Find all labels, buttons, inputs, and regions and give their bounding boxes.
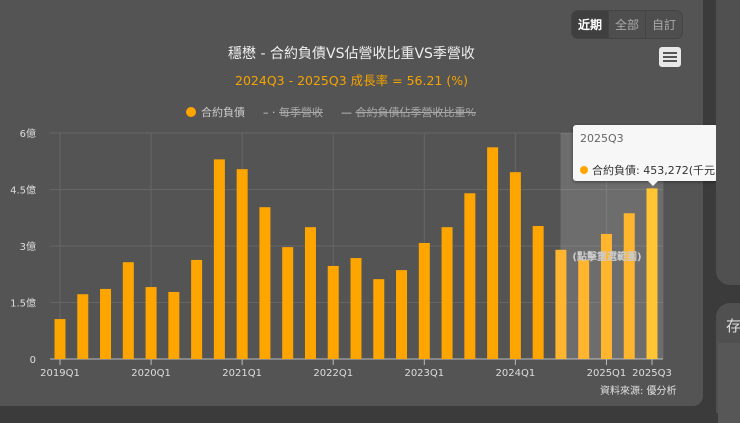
x-tick-label: 2025Q1: [587, 368, 627, 379]
range-recent-button[interactable]: 近期: [572, 11, 609, 38]
bar: [191, 259, 203, 359]
bar: [213, 159, 225, 359]
bar: [236, 169, 248, 359]
bar: [464, 193, 476, 359]
bar: [487, 147, 499, 359]
x-tick-label: 2019Q1: [40, 368, 80, 379]
bar: [145, 287, 157, 359]
bar: [396, 270, 408, 359]
bar-chart: 0 1.5億 3億 4.5億 6億 2019Q1 2020Q1 2021Q1 2022Q1 202…: [10, 127, 672, 379]
side-panel-bottom: 存: [716, 303, 740, 423]
y-tick-label: 6億: [20, 127, 36, 140]
x-tick-label: 2022Q1: [313, 368, 353, 379]
y-tick-label: 4.5億: [10, 184, 36, 197]
bar: [168, 291, 180, 359]
x-tick-label: 2025Q3: [632, 368, 672, 379]
bar: [441, 227, 453, 359]
bar: [259, 207, 271, 359]
bar: [532, 226, 544, 359]
bar: [77, 294, 89, 359]
chart-title: 穩懋 - 合約負債VS佔營收比重VS季營收: [228, 46, 475, 62]
bar: [327, 265, 339, 359]
legend-item-ratio[interactable]: — 合約負債佔季營收比重%: [341, 106, 476, 119]
x-tick-label: 2021Q1: [222, 368, 262, 379]
legend-dot-icon: [186, 107, 196, 117]
tooltip-header: 2025Q3: [580, 132, 624, 145]
side-panel-top: [716, 0, 740, 285]
x-tick-label: 2023Q1: [404, 368, 444, 379]
legend: 合約負債 – · 每季營收 — 合約負債佔季營收比重%: [186, 104, 476, 120]
series-dot-icon: [580, 166, 588, 174]
bar: [100, 288, 112, 359]
y-tick-label: 1.5億: [10, 297, 36, 310]
x-tick-label: 2020Q1: [131, 368, 171, 379]
bar: [373, 279, 385, 359]
bar: [646, 188, 658, 359]
legend-item-contract-liability[interactable]: 合約負債: [186, 104, 245, 120]
bar: [600, 233, 612, 359]
bar: [350, 258, 362, 359]
bar: [54, 319, 66, 359]
x-tick-label: 2024Q1: [496, 368, 536, 379]
bar: [555, 249, 567, 359]
bar: [282, 247, 294, 359]
chart-subtitle: 2024Q3 - 2025Q3 成長率 = 56.21 (%): [235, 73, 468, 88]
y-tick-label: 0: [30, 355, 36, 366]
range-custom-button[interactable]: 自訂: [645, 11, 682, 38]
bar: [122, 262, 134, 359]
bar: [509, 172, 521, 359]
bar: [304, 227, 316, 359]
range-selector: 近期 全部 自訂: [571, 10, 684, 39]
side-panel-label: 存: [726, 317, 740, 335]
tooltip: 2025Q3 合約負債: 453,272(千元): [573, 125, 720, 186]
range-all-button[interactable]: 全部: [608, 11, 645, 38]
legend-item-quarterly-revenue[interactable]: – · 每季營收: [263, 106, 323, 119]
tooltip-value: 合約負債: 453,272(千元): [592, 164, 720, 177]
menu-icon[interactable]: [659, 47, 681, 67]
highlight-label: (點擊重選範圍): [572, 250, 641, 263]
chart-panel: 近期 全部 自訂 穩懋 - 合約負債VS佔營收比重VS季營收 2024Q3 - …: [0, 0, 719, 406]
data-source: 資料來源: 優分析: [600, 386, 677, 397]
bar: [623, 213, 635, 359]
y-tick-label: 3億: [20, 240, 36, 253]
bar: [578, 259, 590, 359]
bar: [418, 242, 430, 359]
